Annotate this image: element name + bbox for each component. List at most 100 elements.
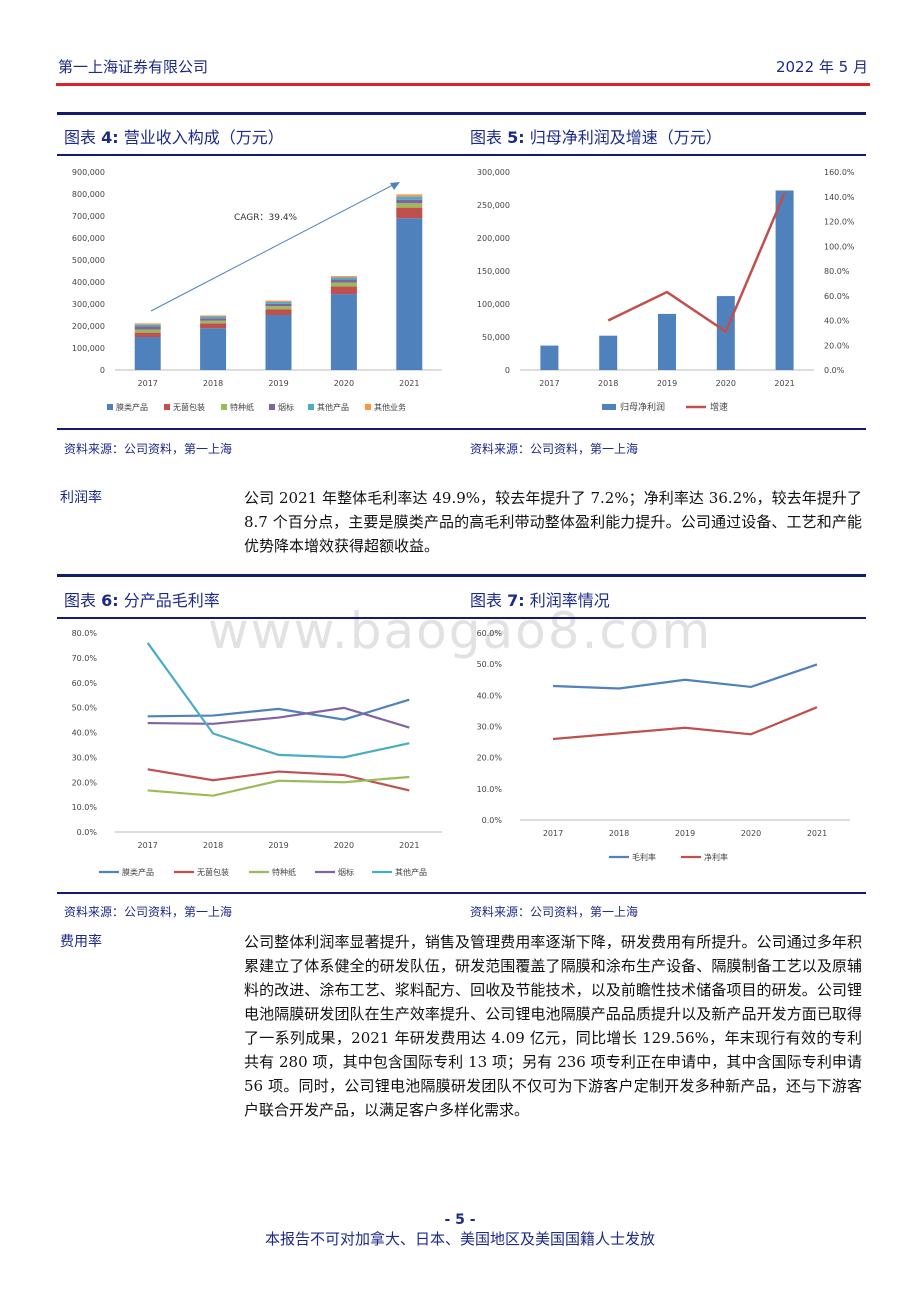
x-tick-label: 2021 [399,841,419,850]
legend-label: 膜类产品 [116,402,148,412]
figure7-title-text: 利润率情况 [529,591,610,610]
figure4-title: 图表 4: 营业收入构成（万元） [64,124,284,148]
figure4-number: 4: [101,128,119,147]
series-line [552,706,818,741]
bar-segment [265,306,292,310]
x-tick-label: 2018 [598,379,618,388]
figure5-label: 图表 [470,128,508,147]
y-tick-label: 50,000 [482,333,510,342]
bar-segment [200,318,227,321]
legend-swatch [602,404,616,410]
y-tick-label: 10.0% [477,785,503,794]
bar-segment [265,315,292,370]
series-line [146,642,410,759]
report-date: 2022 年 5 月 [775,58,868,76]
figure-row2-bottom-rule [57,892,866,894]
bar [540,345,559,370]
figure6-source: 资料来源：公司资料，第一上海 [64,905,233,919]
bar-segment [330,282,357,287]
y-tick-label: 0.0% [482,816,503,825]
figure6-title-text: 分产品毛利率 [123,591,220,610]
bar-segment [134,337,161,370]
x-tick-label: 2020 [334,379,354,388]
x-tick-label: 2019 [268,379,288,388]
y2-tick-label: 140.0% [824,193,855,202]
x-tick-label: 2020 [334,841,354,850]
bar-segment [134,323,161,325]
header-divider [56,83,870,86]
figure4-label: 图表 [64,128,102,147]
x-tick-label: 2017 [138,841,158,850]
x-tick-label: 2018 [203,841,223,850]
figure6-label: 图表 [64,591,102,610]
y-tick-label: 50.0% [477,660,503,669]
y2-tick-label: 60.0% [824,292,850,301]
y-tick-label: 50.0% [72,704,98,713]
figure-row1-title-rule [57,154,866,156]
legend-swatch [308,404,314,410]
y2-tick-label: 40.0% [824,317,850,326]
figure7-title: 图表 7: 利润率情况 [470,587,610,611]
company-name: 第一上海证券有限公司 [58,58,209,76]
bar-segment [134,326,161,330]
y-tick-label: 30.0% [72,753,98,762]
bar-segment [200,320,227,324]
y2-tick-label: 120.0% [824,218,855,227]
y-tick-label: 40.0% [72,729,98,738]
y-tick-label: 60.0% [72,679,98,688]
bar-segment [265,303,292,307]
x-tick-label: 2021 [399,379,419,388]
x-tick-label: 2020 [741,829,761,838]
y-tick-label: 300,000 [72,300,105,309]
bar-segment [134,324,161,327]
cagr-annotation: CAGR：39.4% [234,213,298,223]
x-tick-label: 2019 [657,379,677,388]
x-tick-label: 2019 [268,841,288,850]
x-tick-label: 2017 [543,829,563,838]
figure4-source: 资料来源：公司资料，第一上海 [64,442,233,456]
bar-segment [396,194,423,197]
bar-segment [265,300,292,303]
bar-segment [396,218,423,370]
profit-margin-chart: 0.0% 10.0% 20.0% 30.0% 40.0% 50.0% 60.0% 2017 20… [477,629,850,862]
figure-row1-top-rule [57,112,866,115]
figure5-title-text: 归母净利润及增速（万元） [529,128,722,147]
y-tick-label: 20.0% [72,778,98,787]
x-tick-label: 2018 [203,379,223,388]
bar-segment [396,203,423,208]
revenue-composition-chart: 0 100,000 200,000 300,000 400,000 500,000 600,… [72,168,442,412]
product-gross-margin-chart: 0.0% 10.0% 20.0% 30.0% 40.0% 50.0% 60.0% 70.0% 8… [72,629,442,877]
legend-label: 增速 [710,401,728,413]
figure6-title: 图表 6: 分产品毛利率 [64,587,220,611]
legend-label: 膜类产品 [122,867,154,877]
y-tick-label: 900,000 [72,168,105,177]
legend-swatch [269,404,275,410]
bar-segment [265,309,292,315]
y2-tick-label: 0.0% [824,366,845,375]
y-tick-label: 300,000 [477,168,510,177]
expense-paragraph: 公司整体利润率显著提升，销售及管理费用率逐渐下降，研发费用有所提升。公司通过多年… [244,933,862,1119]
figure7-label: 图表 [470,591,508,610]
y-tick-label: 40.0% [477,691,503,700]
legend-label: 其他业务 [374,402,406,412]
figure5-number: 5: [507,128,525,147]
y-tick-label: 700,000 [72,212,105,221]
legend-label: 其他产品 [395,867,427,877]
expense-section-label: 费用率 [60,934,102,950]
figure6-number: 6: [101,591,119,610]
x-tick-label: 2020 [716,379,736,388]
series-line [147,698,410,721]
bar-segment [200,316,227,319]
legend-label: 归母净利润 [620,401,665,413]
page-number: - 5 - [444,1212,476,1228]
legend-label: 特种纸 [272,867,296,877]
figure7-number: 7: [507,591,525,610]
y2-tick-label: 160.0% [824,168,855,177]
legend-label: 烟标 [338,867,354,877]
bar-segment [330,286,357,295]
figure-row1-bottom-rule [57,428,866,430]
bar-segment [396,207,423,219]
y-tick-label: 20.0% [477,754,503,763]
legend-label: 烟标 [278,402,294,412]
bar-segment [396,196,423,200]
